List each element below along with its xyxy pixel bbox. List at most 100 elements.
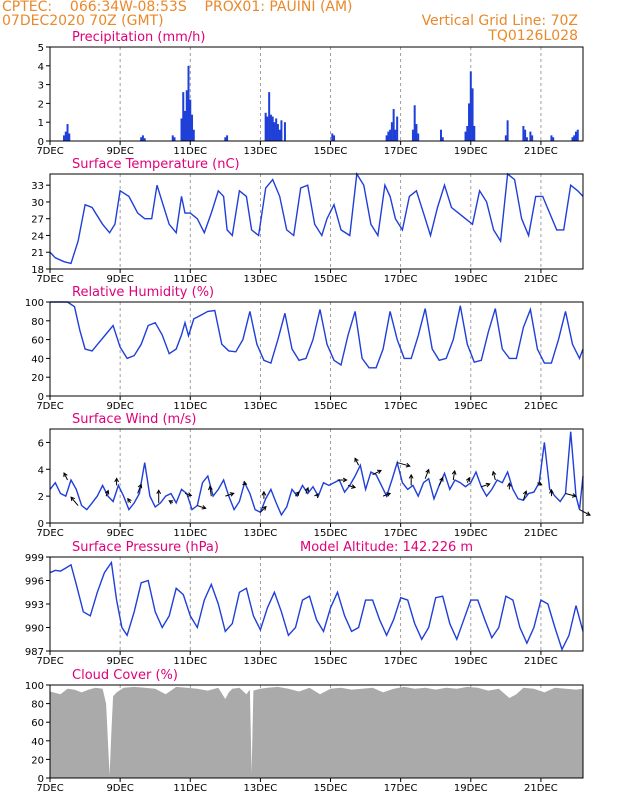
wind-arrow xyxy=(354,458,360,466)
precip-bar xyxy=(574,131,577,141)
run-code: TQ0126L028 xyxy=(488,28,578,44)
series-line xyxy=(50,301,584,369)
x-tick-label: 17DEC xyxy=(384,656,418,667)
y-tick-label: 21 xyxy=(31,248,44,259)
y-tick-label: 80 xyxy=(31,317,44,328)
panel-frame xyxy=(49,301,584,397)
wind-arrow xyxy=(565,492,577,497)
wind-arrow-head xyxy=(571,493,577,498)
x-tick-label: 21DEC xyxy=(524,401,558,412)
precip-bar xyxy=(275,118,278,141)
y-tick-label: 20 xyxy=(31,373,44,384)
x-tick-label: 13DEC xyxy=(244,274,278,285)
x-tick-label: 11DEC xyxy=(173,146,207,157)
wind-arrow-head xyxy=(405,462,411,468)
series-line xyxy=(49,171,584,265)
precip-bar xyxy=(191,114,194,141)
precip-bar xyxy=(66,124,69,141)
wind-arrow-head xyxy=(304,486,310,492)
wind-arrow xyxy=(438,477,444,486)
y-tick-label: 993 xyxy=(25,600,44,611)
precip-bar xyxy=(184,110,187,141)
wind-arrow-head xyxy=(201,505,207,510)
y-tick-label: 999 xyxy=(25,553,44,564)
y-tick-label: 990 xyxy=(25,624,44,635)
precip-bar xyxy=(522,125,525,141)
precip-bar xyxy=(331,133,334,141)
x-tick-label: 9DEC xyxy=(106,783,133,794)
x-tick-label: 19DEC xyxy=(454,528,488,539)
panel-1: Precipitation (mm/h) 0 1 2 3 4 5 7DEC 9DEC 11DEC 1… xyxy=(36,30,584,157)
x-tick-label: 7DEC xyxy=(36,146,63,157)
precip-bar xyxy=(192,129,195,141)
panel-title: Cloud Cover (%) xyxy=(72,668,178,683)
wind-arrow-head xyxy=(261,490,267,496)
x-tick-label: 17DEC xyxy=(384,783,418,794)
x-tick-label: 11DEC xyxy=(173,401,207,412)
wind-arrow-head xyxy=(114,477,119,483)
precip-bar xyxy=(468,103,471,141)
y-tick-label: 27 xyxy=(31,215,44,226)
x-tick-label: 21DEC xyxy=(524,783,558,794)
precip-bar xyxy=(529,131,532,141)
y-tick-label: 0 xyxy=(38,774,44,785)
x-tick-label: 13DEC xyxy=(244,528,278,539)
panel-4: Surface Wind (m/s) 0 2 4 6 7DEC 9DEC 11DEC 13DEC… xyxy=(36,412,591,539)
x-tick-label: 21DEC xyxy=(524,146,558,157)
y-tick-label: 4 xyxy=(38,465,44,476)
series-line xyxy=(49,431,584,517)
precip-bar xyxy=(280,120,283,141)
precip-bar xyxy=(506,120,509,141)
precip-bar xyxy=(573,135,576,141)
y-tick-label: 987 xyxy=(25,647,44,658)
header-line1: CPTEC: 066:34W-08:53S PROX01: PAUINI (AM… xyxy=(2,0,353,15)
wind-arrow-head xyxy=(522,490,528,496)
y-tick-label: 24 xyxy=(31,231,44,242)
x-tick-label: 17DEC xyxy=(384,401,418,412)
wind-arrow xyxy=(63,472,68,481)
x-tick-label: 7DEC xyxy=(36,783,63,794)
grid-line-note: Vertical Grid Line: 70Z xyxy=(421,13,578,29)
precip-bar xyxy=(531,135,534,141)
wind-arrow-head xyxy=(242,480,248,486)
wind-arrow xyxy=(397,462,410,467)
precip-bar xyxy=(473,125,476,141)
y-tick-label: 2 xyxy=(38,492,44,503)
precip-bar xyxy=(64,131,67,141)
x-tick-label: 9DEC xyxy=(106,401,133,412)
wind-arrow-head xyxy=(104,489,110,495)
series-line xyxy=(49,560,584,652)
precip-bar xyxy=(180,118,183,141)
precip-bar xyxy=(394,129,397,141)
precip-bar xyxy=(396,116,399,141)
x-tick-label: 9DEC xyxy=(106,656,133,667)
precip-bar xyxy=(415,124,418,141)
x-tick-label: 21DEC xyxy=(524,656,558,667)
precip-bar xyxy=(552,137,555,141)
precip-bar xyxy=(441,137,444,141)
precip-bar xyxy=(182,92,185,141)
wind-arrow-head xyxy=(465,476,471,482)
wind-arrow xyxy=(372,470,382,476)
panel-2: Surface Temperature (nC) 18 21 24 27 30 33 7DEC… xyxy=(31,157,584,285)
precip-bar xyxy=(571,137,574,141)
precip-bar xyxy=(264,112,267,141)
panel-frame xyxy=(49,684,584,779)
precip-bar xyxy=(224,137,227,141)
wind-arrow-head xyxy=(187,492,193,497)
wind-arrow-head xyxy=(127,497,132,503)
x-tick-label: 15DEC xyxy=(314,783,348,794)
precip-bar xyxy=(143,138,146,141)
wind-arrow xyxy=(347,484,356,488)
x-tick-label: 19DEC xyxy=(454,146,488,157)
precip-bar xyxy=(268,92,271,141)
y-tick-label: 30 xyxy=(31,198,44,209)
precip-bar xyxy=(469,71,472,141)
precip-bar xyxy=(141,135,144,141)
x-tick-label: 17DEC xyxy=(384,274,418,285)
y-tick-label: 60 xyxy=(31,718,44,729)
y-tick-label: 40 xyxy=(31,354,44,365)
wind-arrow-head xyxy=(408,473,414,479)
x-tick-label: 13DEC xyxy=(244,401,278,412)
